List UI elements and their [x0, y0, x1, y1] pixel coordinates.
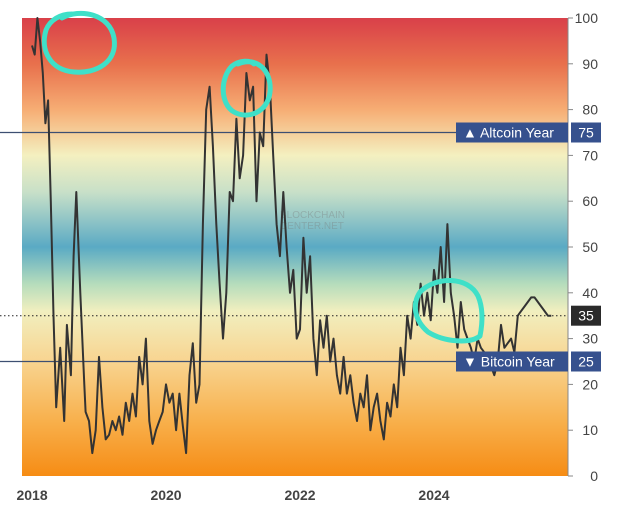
value-badge-35: 35 — [571, 305, 601, 326]
y-tick-label-100: 100 — [575, 10, 599, 26]
annotations — [41, 10, 485, 344]
y-tick-label-30: 30 — [582, 331, 598, 347]
label-text: ▼ Bitcoin Year — [463, 354, 555, 370]
value-badge-25: 25 — [571, 351, 601, 372]
watermark: BLOCKCHAIN CENTER.NET — [280, 210, 345, 232]
series-layer — [31, 17, 552, 455]
y-tick-label-60: 60 — [582, 193, 598, 209]
label-altcoin-year: ▲ Altcoin Year — [456, 122, 568, 143]
y-tick-label-80: 80 — [582, 102, 598, 118]
y-tick-label-90: 90 — [582, 56, 598, 72]
y-axis: 0 10 20 30 40 50 60 70 80 90 100 — [568, 10, 598, 484]
series-line-0 — [31, 17, 552, 455]
x-tick-label-2024: 2024 — [418, 487, 449, 503]
reference-badges: ▲ Altcoin Year 75 ▼ Bitcoin Year 25 35 — [456, 122, 601, 372]
y-tick-label-50: 50 — [582, 239, 598, 255]
badge-text: 75 — [578, 125, 594, 141]
y-tick-label-20: 20 — [582, 376, 598, 392]
badge-box — [571, 305, 601, 326]
y-tick-label-10: 10 — [582, 422, 598, 438]
annotation-circle-2 — [412, 278, 485, 344]
watermark-line-2: CENTER.NET — [280, 221, 344, 232]
watermark-line-1: BLOCKCHAIN — [280, 210, 345, 221]
value-badge-75: 75 — [571, 122, 601, 143]
x-axis: 2018 2020 2022 2024 — [16, 487, 449, 503]
y-tick-label-40: 40 — [582, 285, 598, 301]
badge-box — [571, 122, 601, 143]
label-bitcoin-year: ▼ Bitcoin Year — [456, 351, 568, 372]
label-text: ▲ Altcoin Year — [463, 125, 554, 141]
badge-text: 35 — [578, 308, 594, 324]
annotation-circle-0 — [41, 10, 117, 75]
label-box — [456, 122, 568, 143]
y-tick-label-0: 0 — [590, 468, 598, 484]
x-tick-label-2018: 2018 — [16, 487, 47, 503]
y-tick-label-70: 70 — [582, 147, 598, 163]
annotation-circle-1 — [220, 58, 273, 118]
plot-background — [22, 18, 568, 476]
x-tick-label-2022: 2022 — [284, 487, 315, 503]
badge-text: 25 — [578, 354, 594, 370]
x-tick-label-2020: 2020 — [150, 487, 181, 503]
label-box — [456, 351, 568, 372]
badge-box — [571, 351, 601, 372]
